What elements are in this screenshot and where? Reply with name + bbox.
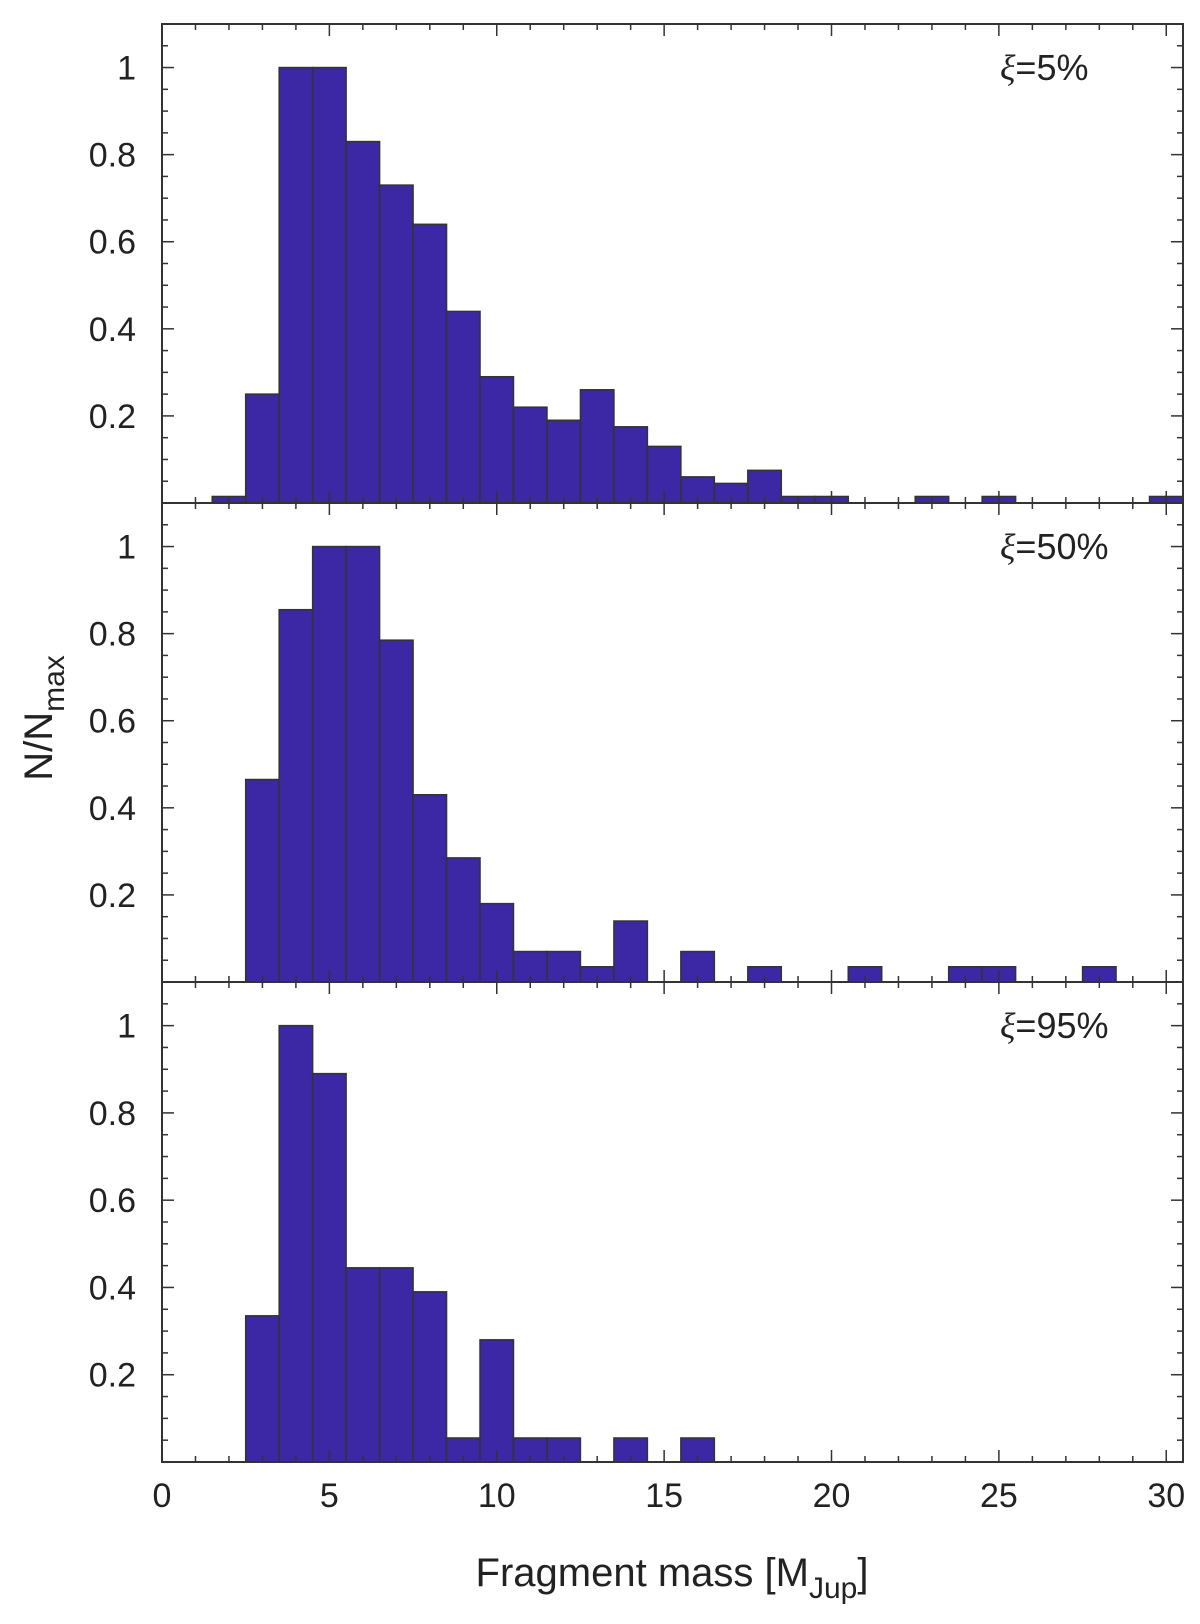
bar	[445, 310, 481, 504]
y-axis-label-main: N/N	[17, 712, 61, 781]
panel-2: 0.2 0.4 0.6 0.8 1 ξ=50%	[89, 502, 1184, 983]
panel-3: 0.2 0.4 0.6 0.8 1 ξ=95%	[89, 981, 1184, 1463]
bar	[378, 184, 414, 504]
bar	[579, 389, 615, 504]
bar	[613, 426, 649, 504]
x-axis-label-main: Fragment mass [M	[476, 1551, 809, 1595]
x-tick-label: 0	[153, 1477, 172, 1515]
bar	[311, 545, 347, 983]
y-tick-label: 0.2	[89, 877, 136, 915]
bar	[278, 1024, 314, 1463]
bar	[646, 445, 682, 504]
bar	[244, 1315, 280, 1463]
bar	[512, 406, 548, 504]
x-tick-label: 15	[645, 1477, 683, 1515]
y-tick-label: 0.4	[89, 311, 136, 349]
y-tick-label: 0.2	[89, 1357, 136, 1395]
bar	[244, 778, 280, 983]
annotation-text: =50%	[1015, 526, 1108, 567]
bar	[244, 393, 280, 504]
x-tick-label: 25	[980, 1477, 1018, 1515]
bar	[345, 140, 381, 504]
bar	[412, 223, 448, 504]
bar	[311, 66, 347, 504]
bar	[278, 66, 314, 504]
y-tick-label: 0.6	[89, 224, 136, 262]
bar	[278, 608, 314, 983]
annotation-symbol: ξ	[1000, 1006, 1016, 1046]
bar	[479, 375, 515, 504]
y-tick-label: 0.4	[89, 1269, 136, 1307]
x-tick-label: 5	[320, 1477, 339, 1515]
y-tick-label: 1	[117, 1008, 136, 1046]
annotation-text: =5%	[1015, 47, 1088, 88]
y-tick-label: 0.2	[89, 398, 136, 436]
y-tick-label: 1	[117, 529, 136, 567]
y-tick-label: 0.4	[89, 790, 136, 828]
x-axis-label-close: ]	[857, 1551, 868, 1595]
annotation-text: =95%	[1015, 1005, 1108, 1046]
panel-annotation: ξ=50%	[1000, 526, 1109, 567]
y-tick-label: 0.8	[89, 616, 136, 654]
bar	[412, 794, 448, 983]
bar	[378, 639, 414, 983]
bar	[613, 920, 649, 983]
panel-1: 0.2 0.4 0.6 0.8 1 ξ=5%	[89, 23, 1184, 504]
bar	[345, 1267, 381, 1463]
x-axis-label: Fragment mass [MJup]	[476, 1551, 869, 1605]
annotation-symbol: ξ	[1000, 527, 1016, 567]
y-tick-label: 1	[117, 50, 136, 88]
y-tick-label: 0.8	[89, 1095, 136, 1133]
bar	[546, 419, 582, 504]
annotation-symbol: ξ	[1000, 48, 1016, 88]
x-axis-label-sub: Jup	[809, 1572, 857, 1605]
panel-annotation: ξ=95%	[1000, 1005, 1109, 1046]
y-tick-label: 0.6	[89, 1182, 136, 1220]
x-tick-label: 30	[1147, 1477, 1185, 1515]
x-tick-label: 10	[478, 1477, 516, 1515]
bar	[479, 1339, 515, 1463]
y-tick-label: 0.8	[89, 137, 136, 175]
y-axis-label-sub: max	[38, 655, 71, 712]
bar	[311, 1072, 347, 1463]
bar	[412, 1291, 448, 1463]
y-tick-label: 0.6	[89, 703, 136, 741]
x-tick-label: 20	[813, 1477, 851, 1515]
panel-annotation: ξ=5%	[1000, 47, 1088, 88]
bar	[378, 1267, 414, 1463]
bar	[445, 857, 481, 983]
y-axis-label: N/Nmax	[17, 655, 71, 781]
x-tick-labels: 0 5 10 15 20 25 30	[153, 1477, 1186, 1515]
panels-group: 0.20.40.60.81 ξ=5%0.20.40.60.81 ξ=50%0.20.…	[89, 23, 1184, 1463]
bar	[345, 545, 381, 983]
